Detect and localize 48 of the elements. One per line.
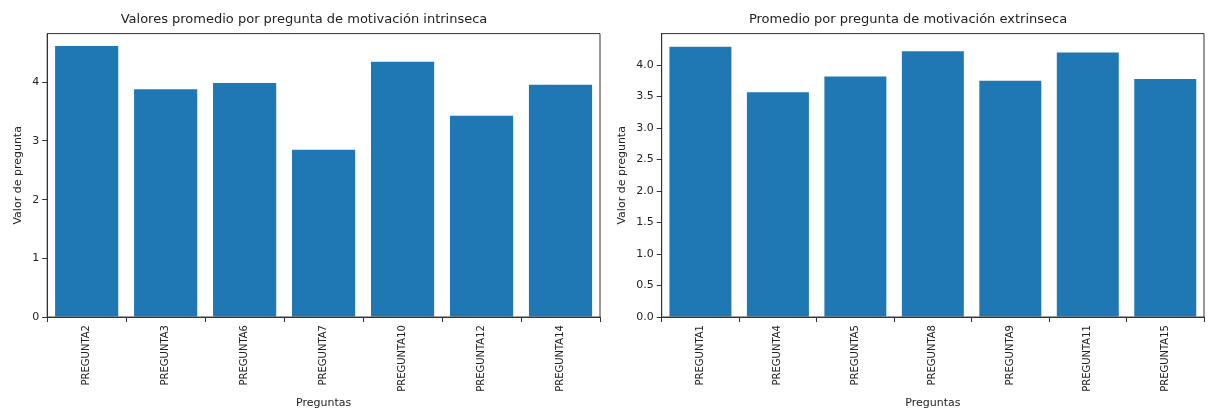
bar <box>134 89 198 317</box>
x-tick-label: PREGUNTA6 <box>238 325 250 386</box>
x-tick-label: PREGUNTA10 <box>396 325 408 392</box>
bar <box>824 76 887 317</box>
x-tick-label: PREGUNTA11 <box>1081 325 1093 392</box>
y-tick-label: 2.0 <box>636 183 654 197</box>
bar <box>449 115 514 317</box>
y-axis-title: Valor de pregunta <box>11 126 25 225</box>
x-axis-title: Preguntas <box>905 396 961 410</box>
y-axis-title: Valor de pregunta <box>615 126 629 225</box>
bar <box>528 84 593 317</box>
bar <box>292 149 356 317</box>
y-tick-label: 0.0 <box>636 309 654 323</box>
y-tick-label: 4.0 <box>636 57 654 71</box>
x-tick-label: PREGUNTA1 <box>694 325 706 386</box>
x-tick-label: PREGUNTA4 <box>771 325 783 386</box>
y-tick-label: 2 <box>32 192 40 206</box>
x-tick-label: PREGUNTA5 <box>848 325 860 386</box>
bar <box>1056 52 1119 317</box>
y-tick-label: 4 <box>32 75 40 89</box>
y-tick-label: 1 <box>32 251 40 265</box>
y-tick-label: 3.5 <box>636 89 654 103</box>
x-tick-label: PREGUNTA3 <box>159 325 171 386</box>
bar <box>901 51 964 317</box>
x-tick-label: PREGUNTA12 <box>475 325 487 392</box>
bar <box>669 46 732 317</box>
x-tick-label: PREGUNTA15 <box>1158 325 1170 392</box>
x-tick-label: PREGUNTA8 <box>926 325 938 386</box>
bar <box>213 82 277 317</box>
x-tick-label: PREGUNTA2 <box>80 325 92 386</box>
bar <box>979 80 1042 317</box>
bar <box>55 45 119 317</box>
y-tick-label: 0.5 <box>636 278 654 292</box>
x-tick-label: PREGUNTA14 <box>554 325 566 392</box>
y-tick-label: 1.5 <box>636 215 654 229</box>
chart-title: Valores promedio por pregunta de motivación intrinseca <box>120 11 488 27</box>
y-tick-label: 1.0 <box>636 246 654 260</box>
y-tick-label: 2.5 <box>636 152 654 166</box>
x-tick-label: PREGUNTA7 <box>317 325 329 386</box>
bar <box>370 61 435 317</box>
y-tick-label: 3.0 <box>636 120 654 134</box>
y-tick-label: 0 <box>32 309 40 323</box>
bar <box>1134 78 1197 317</box>
bar <box>746 92 809 317</box>
x-tick-label: PREGUNTA9 <box>1003 325 1015 386</box>
chart-title: Promedio por pregunta de motivación extrinseca <box>748 11 1068 27</box>
y-tick-label: 3 <box>32 133 40 147</box>
x-axis-title: Preguntas <box>296 396 352 410</box>
